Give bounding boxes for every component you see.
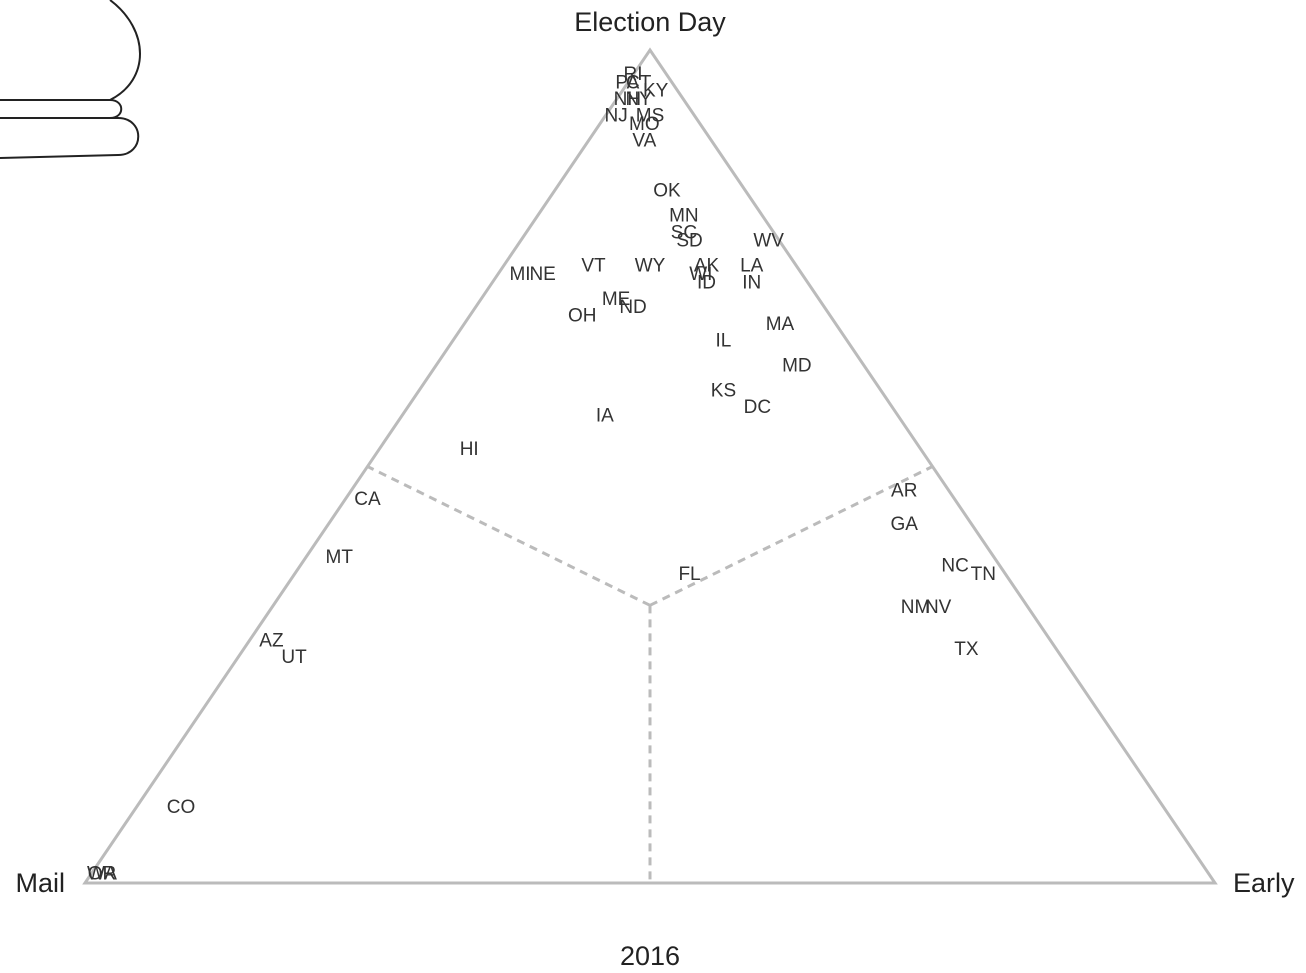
state-point: MN [669,206,699,227]
state-point: NV [925,597,952,618]
state-point: ID [697,272,716,293]
state-point: TX [954,639,979,660]
state-point: WY [635,256,666,277]
state-point: KS [711,381,736,402]
state-point: CA [354,489,381,510]
state-point: UT [281,647,307,668]
state-point: RI [624,64,643,85]
state-point: MO [629,114,660,135]
triangle [82,47,1218,885]
region-divider [366,465,651,607]
state-point: NY [625,89,652,110]
vertex-label: Early [1233,868,1295,898]
state-point: ND [619,297,646,318]
state-point: MS [636,106,665,127]
state-point: ME [602,289,631,310]
state-point: NC [941,555,968,576]
state-point: MI [509,264,530,285]
triangle-frame [82,47,1218,885]
state-point: CO [167,797,196,818]
state-point: IL [716,331,732,352]
state-point: SC [671,222,697,243]
state-point: DC [744,397,771,418]
state-point: NJ [604,106,627,127]
state-point: IA [596,406,614,427]
state-point: FL [678,564,700,585]
state-point: AR [891,481,917,502]
state-point: OH [568,306,597,327]
state-point: NH [614,89,641,110]
state-point: CT [626,72,652,93]
state-point: WA [87,864,117,885]
state-point: AZ [259,630,284,651]
state-point: MT [326,547,354,568]
state-point: AK [694,256,720,277]
chart-title: 2016 [620,941,680,971]
state-point: NM [901,597,931,618]
state-point: PA [615,72,639,93]
state-point: KY [643,81,669,102]
vertex-label: Mail [15,868,65,898]
state-point: MD [782,356,812,377]
state-point: IN [742,272,761,293]
state-point: VT [581,256,606,277]
vertex-label: Election Day [574,7,726,37]
region-divider [649,465,934,607]
state-point: WV [753,231,784,252]
state-point: NE [529,264,555,285]
state-point: GA [891,514,919,535]
crystal-ball-icon [0,0,141,159]
state-point: LA [740,256,764,277]
state-point: HI [460,439,479,460]
state-point: SD [676,231,702,252]
state-point: TN [971,564,996,585]
state-point: WI [689,264,712,285]
state-point: OK [653,181,681,202]
state-point: OR [88,864,117,885]
state-point: MA [766,314,795,335]
state-point: VA [632,131,656,152]
